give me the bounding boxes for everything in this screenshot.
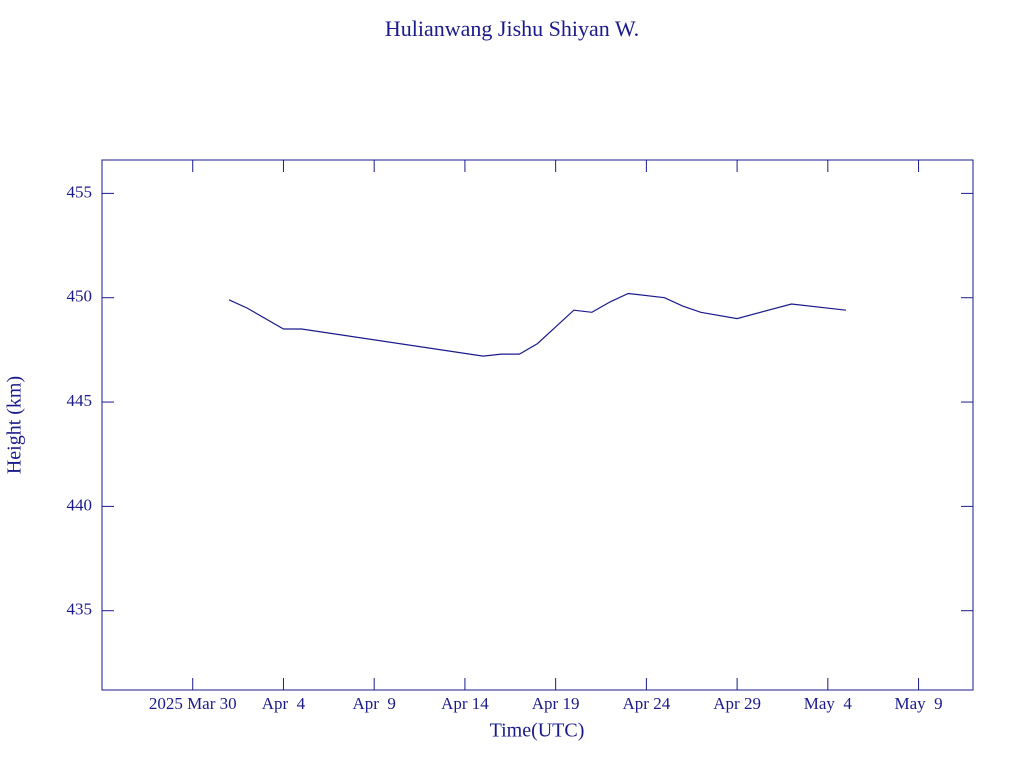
- x-tick-label: Apr 19: [532, 694, 580, 713]
- chart-title: Hulianwang Jishu Shiyan W.: [385, 16, 639, 41]
- x-tick-label: Apr 4: [262, 694, 306, 713]
- y-tick-label: 450: [67, 287, 93, 306]
- y-axis-label: Height (km): [4, 376, 26, 474]
- y-tick-label: 455: [67, 182, 93, 201]
- x-tick-label: 2025 Mar 30: [149, 694, 237, 713]
- y-tick-label: 445: [67, 391, 93, 410]
- x-tick-label: Apr 29: [713, 694, 761, 713]
- x-tick-label: May 9: [894, 694, 942, 713]
- x-tick-label: Apr 14: [441, 694, 489, 713]
- y-tick-label: 435: [67, 600, 93, 619]
- data-line: [228, 292, 847, 357]
- x-tick-label: Apr 24: [623, 694, 671, 713]
- x-tick-label: May 4: [804, 694, 853, 713]
- plot-frame: [101, 159, 974, 691]
- x-tick-label: Apr 9: [352, 694, 395, 713]
- y-tick-label: 440: [67, 495, 93, 514]
- x-axis-label: Time(UTC): [490, 720, 585, 742]
